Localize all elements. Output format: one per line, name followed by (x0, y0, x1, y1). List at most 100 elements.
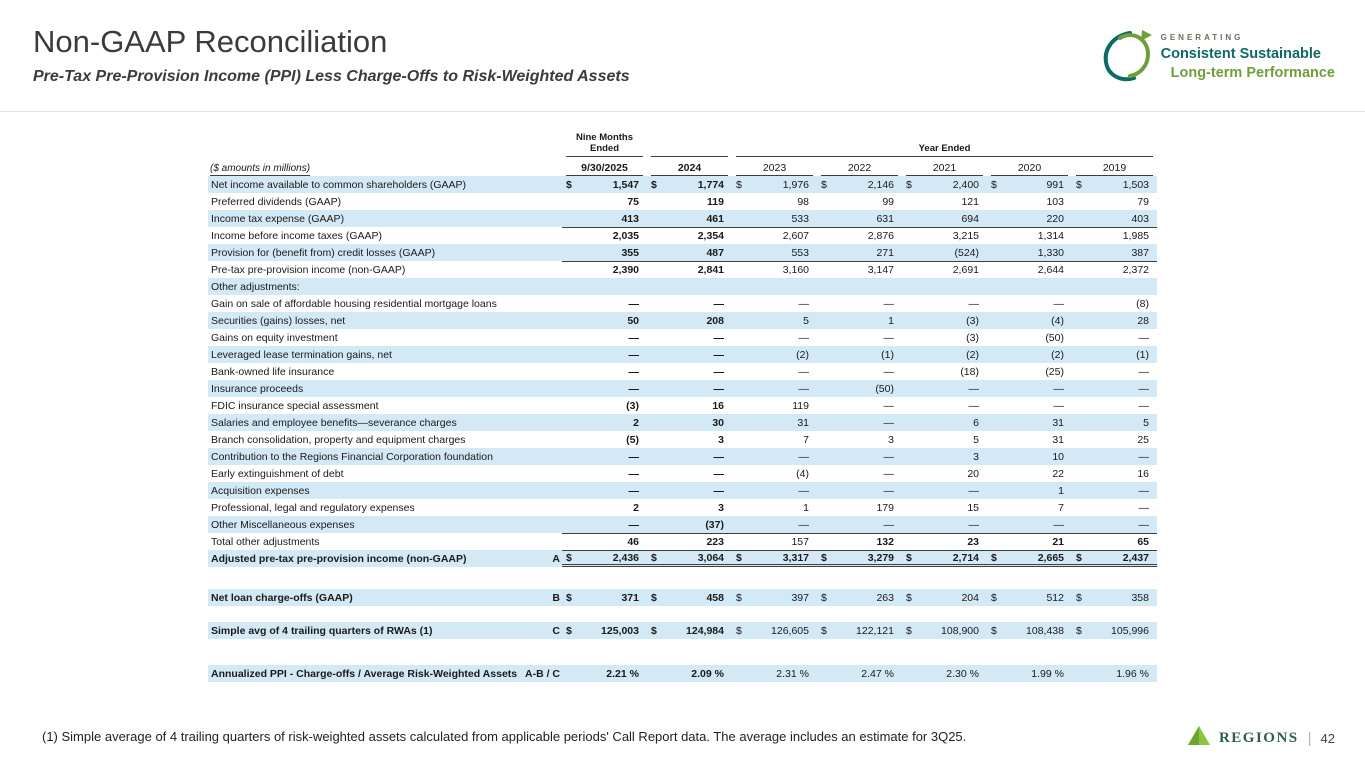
table-row: Insurance proceeds — — — (50) — — — (208, 380, 1157, 397)
value-cell: 157 (732, 533, 817, 550)
value-cell: 21 (987, 533, 1072, 550)
table-row: Gain on sale of affordable housing resid… (208, 295, 1157, 312)
value-cell: — (1138, 450, 1150, 463)
currency-symbol: $ (566, 591, 572, 604)
row-label: Acquisition expenses (211, 484, 310, 497)
value-cell: 31 (1052, 416, 1064, 429)
value-cell: $125,003 (562, 622, 647, 639)
row-label: Total other adjustments (211, 535, 320, 548)
value-cell: $2,400 (902, 176, 987, 193)
value-cell: 3,160 (732, 261, 817, 278)
value-cell: — (1138, 331, 1150, 344)
currency-symbol: $ (736, 551, 742, 564)
value-cell: (50) (1045, 331, 1064, 344)
value-cell: $2,665 (987, 550, 1072, 567)
value-cell: 2,691 (902, 261, 987, 278)
row-label: Provision for (benefit from) credit loss… (211, 246, 436, 259)
year-column-header: 2024 (651, 162, 728, 176)
value-cell: 2 (633, 501, 639, 514)
value-cell: $1,547 (562, 176, 647, 193)
value-cell: $122,121 (817, 622, 902, 639)
value-cell: — (798, 518, 810, 531)
value-cell: 30 (712, 416, 724, 429)
value: 263 (876, 591, 894, 604)
row-letter (538, 414, 562, 431)
table-row: Adjusted pre-tax pre-provision income (n… (208, 550, 1157, 567)
value-cell: — (713, 331, 725, 344)
value-cell: (50) (875, 382, 894, 395)
table-spacer (208, 639, 1157, 665)
value-cell: — (883, 331, 895, 344)
value-cell: 355 (621, 246, 639, 259)
financial-table: Nine Months Ended Year Ended ($ amounts in… (208, 130, 1157, 682)
value-cell: (3) (626, 399, 639, 412)
currency-symbol: $ (736, 178, 742, 191)
row-letter (538, 431, 562, 448)
table-row: Bank-owned life insurance — — — — (18) (25) — (208, 363, 1157, 380)
value-cell: — (968, 382, 980, 395)
row-letter (538, 397, 562, 414)
row-letter (538, 482, 562, 499)
units-cell: ($ amounts in millions) (208, 162, 538, 176)
tagline-generating: GENERATING (1160, 33, 1244, 43)
value-cell: — (883, 450, 895, 463)
currency-symbol: $ (566, 178, 572, 191)
value-cell: 119 (792, 399, 809, 412)
value-cell: 79 (1137, 195, 1149, 208)
row-letter: B (552, 591, 560, 604)
table-year-header: ($ amounts in millions) 9/30/2025 2024 2023… (208, 159, 1157, 176)
row-label: Leveraged lease termination gains, net (211, 348, 392, 361)
col-group-2024-rule (651, 155, 728, 157)
value-cell: — (968, 399, 980, 412)
value: 2,714 (952, 551, 979, 564)
row-label: Insurance proceeds (211, 382, 304, 395)
value-cell: 2,644 (987, 261, 1072, 278)
currency-symbol: $ (1076, 178, 1082, 191)
currency-symbol: $ (821, 551, 827, 564)
value-cell: $1,503 (1072, 176, 1157, 193)
value-cell: 1,314 (987, 227, 1072, 244)
table-row: Provision for (benefit from) credit loss… (208, 244, 1157, 261)
value-cell: 694 (961, 212, 979, 225)
value-cell: $2,437 (1072, 550, 1157, 567)
value-cell: — (713, 382, 725, 395)
row-label: Professional, legal and regulatory expen… (211, 501, 415, 514)
value-cell: 103 (1046, 195, 1064, 208)
value: 2,146 (867, 178, 894, 191)
value-cell: — (968, 297, 980, 310)
value-cell: — (1053, 518, 1065, 531)
value-cell: 487 (706, 246, 724, 259)
value-cell: 5 (803, 314, 809, 327)
row-letter (538, 210, 562, 227)
value: 2,436 (612, 551, 639, 564)
value-cell: 179 (876, 501, 894, 514)
table-row: Income before income taxes (GAAP) 2,035 2,… (208, 227, 1157, 244)
value-cell: — (628, 297, 640, 310)
table-row: Branch consolidation, property and equip… (208, 431, 1157, 448)
table-row: Preferred dividends (GAAP) 75 119 98 99 121 10… (208, 193, 1157, 210)
value-cell: 2 (633, 416, 639, 429)
value-cell: 22 (1052, 467, 1064, 480)
row-letter (538, 261, 562, 278)
row-label: Adjusted pre-tax pre-provision income (n… (211, 552, 467, 565)
table-row: Gains on equity investment — — — — (3) (50) — (208, 329, 1157, 346)
row-label: Early extinguishment of debt (211, 467, 344, 480)
value-cell: — (628, 382, 640, 395)
value-cell: — (628, 467, 640, 480)
value-cell: $2,714 (902, 550, 987, 567)
value-cell: 10 (1052, 450, 1064, 463)
value-cell: $358 (1072, 589, 1157, 606)
swoosh-icon (1100, 26, 1154, 89)
value-cell: 461 (706, 212, 724, 225)
value: 126,605 (771, 624, 809, 637)
value-cell: 99 (882, 195, 894, 208)
regions-triangle-icon (1187, 726, 1210, 750)
value-cell: — (798, 484, 810, 497)
value-cell: 271 (876, 246, 894, 259)
value-cell: 2,372 (1072, 261, 1157, 278)
value-cell: — (1138, 365, 1150, 378)
value-cell: 403 (1131, 212, 1149, 225)
value: 397 (791, 591, 809, 604)
table-row: Net income available to common sharehold… (208, 176, 1157, 193)
value: 512 (1046, 591, 1064, 604)
